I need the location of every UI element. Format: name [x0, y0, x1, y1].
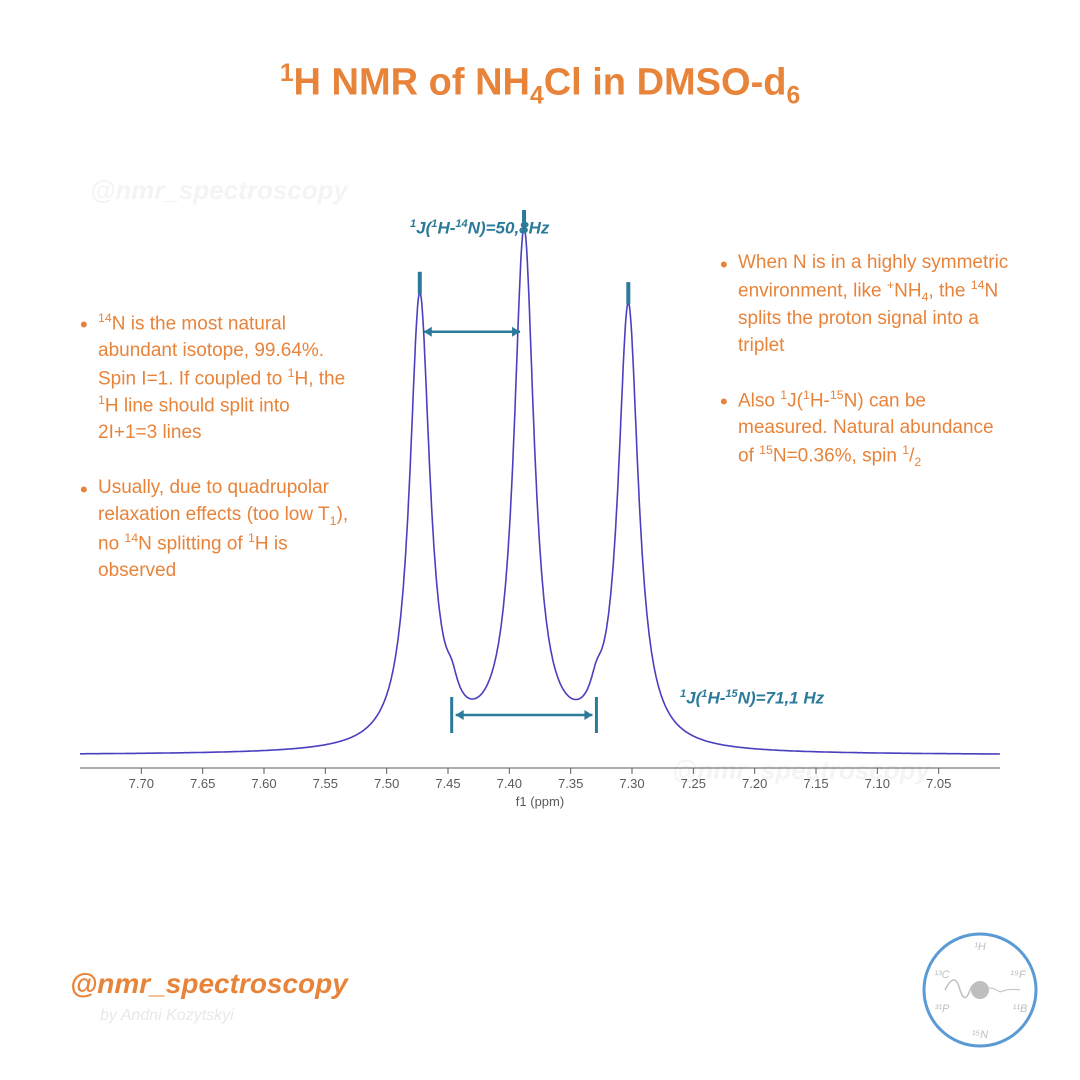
spectrum-svg: 7.70 7.65 7.60 7.55 7.50 7.45 7.40 7.35 7.30 7.25…: [60, 190, 1020, 830]
svg-text:7.25: 7.25: [681, 776, 706, 791]
svg-text:7.15: 7.15: [803, 776, 828, 791]
svg-text:7.40: 7.40: [497, 776, 522, 791]
social-handle: @nmr_spectroscopy: [70, 968, 348, 1000]
svg-text:f1 (ppm): f1 (ppm): [516, 794, 564, 809]
svg-text:³¹P: ³¹P: [935, 1003, 950, 1015]
nmr-spectrum-chart: 7.70 7.65 7.60 7.55 7.50 7.45 7.40 7.35 7.30 7.25…: [60, 190, 1020, 810]
svg-text:7.45: 7.45: [435, 776, 460, 791]
svg-text:¹⁹F: ¹⁹F: [1010, 969, 1027, 981]
svg-text:7.35: 7.35: [558, 776, 583, 791]
svg-text:7.55: 7.55: [313, 776, 338, 791]
svg-text:7.50: 7.50: [374, 776, 399, 791]
svg-text:7.30: 7.30: [619, 776, 644, 791]
svg-text:¹H: ¹H: [974, 941, 986, 953]
logo-icon: ¹H ¹⁹F ¹¹B ¹⁵N ³¹P ¹³C: [920, 930, 1040, 1050]
svg-text:7.60: 7.60: [251, 776, 276, 791]
byline: by Andni Kozytskyi: [100, 1007, 234, 1025]
page-title: 1H NMR of NH4Cl in DMSO-d6: [0, 60, 1080, 110]
coupling-14n-label: 1J(1H-14N)=50,8Hz: [410, 218, 549, 239]
svg-text:7.70: 7.70: [129, 776, 154, 791]
svg-text:7.65: 7.65: [190, 776, 215, 791]
svg-text:7.05: 7.05: [926, 776, 951, 791]
coupling-15n-label: 1J(1H-15N)=71,1 Hz: [680, 688, 824, 709]
svg-text:7.20: 7.20: [742, 776, 767, 791]
svg-text:¹³C: ¹³C: [934, 969, 949, 981]
svg-text:¹¹B: ¹¹B: [1013, 1003, 1028, 1015]
svg-text:7.10: 7.10: [865, 776, 890, 791]
svg-text:¹⁵N: ¹⁵N: [972, 1029, 988, 1041]
